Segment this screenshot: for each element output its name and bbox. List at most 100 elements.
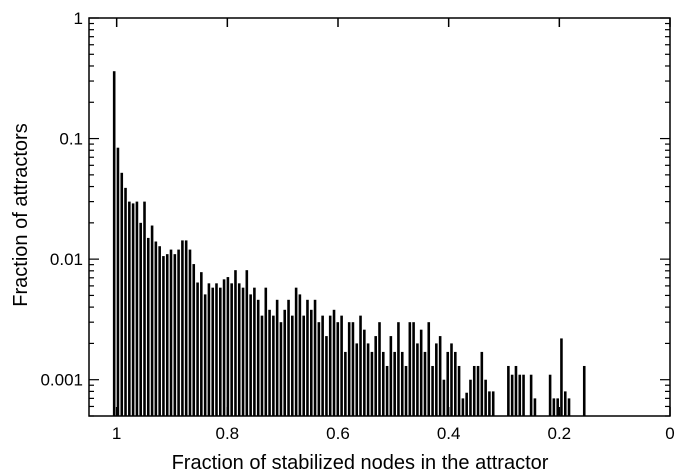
histogram-bar bbox=[344, 351, 347, 416]
histogram-bar bbox=[370, 351, 374, 416]
histogram-bar bbox=[427, 322, 431, 416]
histogram-bar bbox=[438, 336, 442, 416]
histogram-bar bbox=[291, 315, 294, 416]
histogram-bar bbox=[457, 365, 461, 416]
histogram-bar bbox=[397, 322, 400, 416]
histogram-bar bbox=[400, 351, 404, 416]
histogram-bar bbox=[389, 336, 393, 416]
histogram-bar bbox=[507, 365, 510, 416]
histogram-bar bbox=[249, 294, 252, 416]
histogram-bar bbox=[563, 391, 567, 416]
y-axis-ticks: 1 0.1 0.01 0.001 bbox=[40, 9, 670, 417]
histogram-bar bbox=[260, 315, 264, 416]
histogram-bar bbox=[510, 374, 514, 416]
histogram-bar bbox=[124, 187, 127, 416]
histogram-bar bbox=[298, 294, 302, 416]
histogram-bar bbox=[556, 398, 559, 416]
histogram-bar bbox=[120, 172, 124, 416]
histogram-bar bbox=[359, 315, 362, 416]
histogram-bar bbox=[146, 237, 150, 416]
histogram-bar bbox=[552, 398, 556, 416]
histogram-bar bbox=[309, 309, 313, 416]
histogram-bar bbox=[442, 379, 446, 416]
histogram-bar bbox=[328, 315, 332, 416]
histogram-bar bbox=[548, 374, 552, 416]
x-axis-ticks: 1 0.8 0.6 0.4 0.2 0 bbox=[112, 18, 675, 443]
y-tick-label: 0.001 bbox=[40, 371, 83, 390]
histogram-bar bbox=[484, 379, 487, 416]
histogram-bar bbox=[169, 249, 173, 416]
histogram-bar bbox=[143, 201, 146, 416]
y-tick-label: 1 bbox=[74, 9, 83, 28]
histogram-bar bbox=[275, 299, 279, 416]
histogram-bar bbox=[423, 351, 427, 416]
histogram-bar bbox=[234, 270, 237, 416]
x-tick-label: 0.6 bbox=[326, 424, 350, 443]
histogram-bar bbox=[158, 246, 161, 416]
histogram-bar bbox=[385, 365, 389, 416]
histogram-bar bbox=[173, 254, 177, 416]
histogram-bar bbox=[150, 225, 154, 416]
histogram-bar bbox=[211, 287, 215, 416]
histogram-bar bbox=[154, 241, 158, 416]
y-tick-label: 0.1 bbox=[59, 130, 83, 149]
histogram-bar bbox=[560, 338, 563, 416]
histogram-bar bbox=[226, 277, 230, 416]
histogram-bar bbox=[461, 398, 465, 416]
histogram-bar bbox=[435, 343, 438, 416]
histogram-bar bbox=[408, 322, 412, 416]
histogram-bar bbox=[230, 283, 233, 416]
histogram-bar bbox=[355, 343, 359, 416]
histogram-bar bbox=[480, 351, 484, 416]
histogram-bar bbox=[313, 299, 317, 416]
histogram-bar bbox=[207, 283, 211, 416]
histogram-bar bbox=[332, 309, 336, 416]
x-tick-label: 0.2 bbox=[548, 424, 572, 443]
histogram-bar bbox=[264, 287, 268, 416]
histogram-bar bbox=[283, 309, 287, 416]
histogram-bar bbox=[351, 322, 355, 416]
x-tick-label: 0.4 bbox=[437, 424, 461, 443]
histogram-bar bbox=[192, 264, 196, 416]
histogram-bar bbox=[347, 322, 351, 416]
plot-frame bbox=[88, 17, 671, 417]
histogram-bar bbox=[237, 283, 241, 416]
histogram-bar bbox=[366, 343, 370, 416]
histogram-bar bbox=[533, 398, 537, 416]
histogram-bar bbox=[381, 351, 385, 416]
histogram-bar bbox=[476, 365, 480, 416]
histogram-bar bbox=[363, 329, 366, 416]
histogram-bar bbox=[241, 287, 245, 416]
histogram-bar bbox=[279, 322, 283, 416]
histogram-bar bbox=[184, 240, 188, 416]
histogram-bar bbox=[529, 374, 533, 416]
histogram-bar bbox=[116, 147, 120, 416]
histogram-bar bbox=[219, 287, 222, 416]
histogram-bar bbox=[128, 201, 131, 416]
histogram-bar bbox=[203, 294, 207, 416]
histogram-bar bbox=[306, 299, 309, 416]
histogram-bar bbox=[472, 365, 476, 416]
histogram-bar bbox=[454, 351, 457, 416]
histogram-bar bbox=[325, 336, 328, 416]
histogram-bar bbox=[419, 329, 423, 416]
y-tick-label: 0.01 bbox=[50, 250, 83, 269]
histogram-bar bbox=[272, 315, 275, 416]
histogram-bar bbox=[321, 315, 324, 416]
histogram-bar bbox=[416, 343, 419, 416]
histogram-bar bbox=[404, 365, 408, 416]
histogram-bar bbox=[491, 391, 495, 416]
histogram-bar bbox=[582, 365, 586, 416]
histogram-bar bbox=[514, 365, 518, 416]
histogram-bar bbox=[294, 287, 298, 416]
y-axis-title: Fraction of attractors bbox=[10, 123, 32, 306]
histogram-bar bbox=[215, 283, 218, 416]
histogram-bar bbox=[465, 392, 468, 416]
histogram-bar bbox=[245, 270, 249, 416]
histogram-bar bbox=[112, 71, 116, 417]
histogram-bar bbox=[488, 391, 491, 416]
x-tick-label: 1 bbox=[112, 424, 121, 443]
histogram-bar bbox=[222, 279, 226, 416]
histogram-bar bbox=[188, 249, 192, 416]
